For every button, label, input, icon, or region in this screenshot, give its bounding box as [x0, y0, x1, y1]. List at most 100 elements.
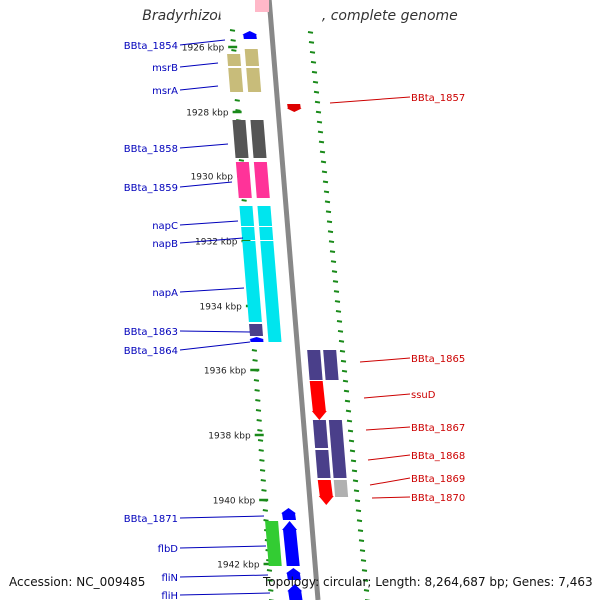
ruler-dash-right: [362, 579, 369, 582]
ruler-dash-right: [334, 300, 341, 303]
label-bbta-1864-leader: [179, 341, 251, 351]
ruler-dash-right: [357, 529, 364, 533]
bbta-1858-feature: [250, 120, 267, 158]
tick-label: 1934 kbp: [199, 303, 242, 313]
label-bbta-1858-leader: [179, 143, 229, 149]
ruler-dash-right: [314, 100, 321, 104]
ruler-dash-right: [310, 60, 317, 64]
ruler-dash-left: [262, 509, 269, 512]
label-ssud: ssuD: [411, 390, 436, 401]
ruler-dash-left: [241, 199, 247, 202]
label-flih: fliH: [161, 591, 178, 600]
ruler-dash-right: [318, 140, 325, 144]
label-msrb-leader: [179, 62, 219, 68]
label-msrb: msrB: [152, 63, 178, 74]
ruler-dash-left: [266, 569, 273, 572]
napb-feature: [259, 227, 274, 240]
label-bbta-1869: BBta_1869: [411, 474, 465, 485]
ruler-dash-right: [350, 459, 357, 463]
napc-feature: [239, 206, 255, 226]
ruler-dash-right: [316, 120, 323, 124]
ssud-feature: [309, 381, 327, 420]
msrb-feature: [244, 49, 260, 66]
msra-feature: [228, 68, 244, 92]
label-bbta-1858: BBta_1858: [124, 144, 178, 155]
ruler-dash-left: [267, 579, 273, 582]
ruler-dash-right: [326, 220, 333, 224]
bbta-1864-feature: [249, 337, 265, 342]
ruler-dash-right: [347, 429, 354, 433]
ruler-dash-left: [251, 349, 258, 352]
ruler-dash-right: [311, 70, 318, 74]
flih-feature: [287, 584, 303, 600]
bbta-1858-feature: [232, 120, 249, 158]
label-bbta-1868-leader: [367, 454, 411, 461]
ruler-dash-left: [257, 439, 264, 442]
ruler-dash-right: [348, 439, 355, 443]
flbd-feature: [265, 521, 282, 566]
ruler-dash-right: [345, 409, 352, 413]
label-napc-leader: [179, 220, 239, 226]
ruler-dash-right: [337, 329, 344, 333]
label-bbta-1854: BBta_1854: [124, 41, 178, 52]
ruler-dash-right: [349, 449, 356, 453]
bbta-1871-feature: [281, 508, 297, 520]
label-bbta-1863: BBta_1863: [124, 327, 178, 338]
tick-label: 1926 kbp: [182, 44, 225, 54]
label-bbta-1857: BBta_1857: [411, 93, 465, 104]
bbta-1865-feature: [307, 350, 323, 380]
ruler-dash-right: [363, 589, 370, 592]
ruler-dash-right: [321, 170, 328, 174]
label-flbd: flbD: [158, 544, 179, 555]
label-bbta-1871-leader: [179, 515, 265, 519]
ruler-dash-right: [359, 549, 366, 552]
label-bbta-1868: BBta_1868: [411, 451, 465, 462]
ruler-dash-right: [315, 110, 322, 114]
ruler-dash-right: [327, 230, 334, 234]
ruler-dash-right: [352, 479, 359, 483]
ruler-dash-left: [253, 379, 260, 382]
ruler-dash-right: [319, 150, 326, 154]
label-flin-leader: [179, 574, 269, 578]
ruler-dash-right: [328, 240, 335, 244]
accession-text: Accession: NC_009485: [9, 575, 146, 589]
tick-label: 1942 kbp: [217, 561, 260, 571]
ruler-dash-right: [360, 559, 367, 562]
tick-label: 1930 kbp: [191, 173, 234, 183]
tick-label: 1928 kbp: [186, 109, 229, 119]
bbta-1859-feature: [235, 162, 252, 198]
bbta-1869-feature: [333, 480, 349, 497]
label-ssud-leader: [363, 393, 411, 399]
ruler-dash-right: [332, 280, 339, 283]
topology-text: Topology: circular; Length: 8,264,687 bp…: [263, 575, 593, 589]
tick-label: 1940 kbp: [213, 497, 256, 507]
label-napa: napA: [152, 288, 178, 299]
napc-feature: [257, 206, 273, 226]
ruler-dash-left: [231, 49, 237, 52]
msra-feature: [246, 68, 262, 92]
bbta-1857-feature: [286, 104, 302, 112]
bbta-1871-feature: [282, 521, 300, 566]
label-flih-leader: [179, 592, 271, 596]
ruler-dash-left: [268, 589, 274, 592]
ruler-dash-right: [338, 339, 345, 343]
label-bbta-1857-leader: [329, 96, 411, 104]
tick-label: 1932 kbp: [195, 238, 238, 248]
ruler-dash-left: [259, 459, 265, 462]
ruler-dash-right: [358, 539, 365, 542]
label-napb-leader: [179, 237, 244, 244]
ruler-dash-left: [235, 109, 241, 112]
label-msra-leader: [179, 85, 219, 91]
ruler-dash-right: [329, 250, 336, 254]
backbone-line: [266, 0, 321, 600]
label-bbta-1854-leader: [179, 39, 226, 46]
ruler-dash-right: [317, 130, 324, 134]
bbta-1870-feature: [317, 480, 334, 505]
ruler-dash-right: [320, 160, 327, 164]
ruler-dash-right: [354, 499, 361, 503]
ruler-dash-left: [252, 359, 258, 362]
tick-label: 1936 kbp: [204, 367, 247, 377]
label-napc: napC: [152, 221, 178, 232]
ruler-dash-right: [341, 369, 348, 373]
